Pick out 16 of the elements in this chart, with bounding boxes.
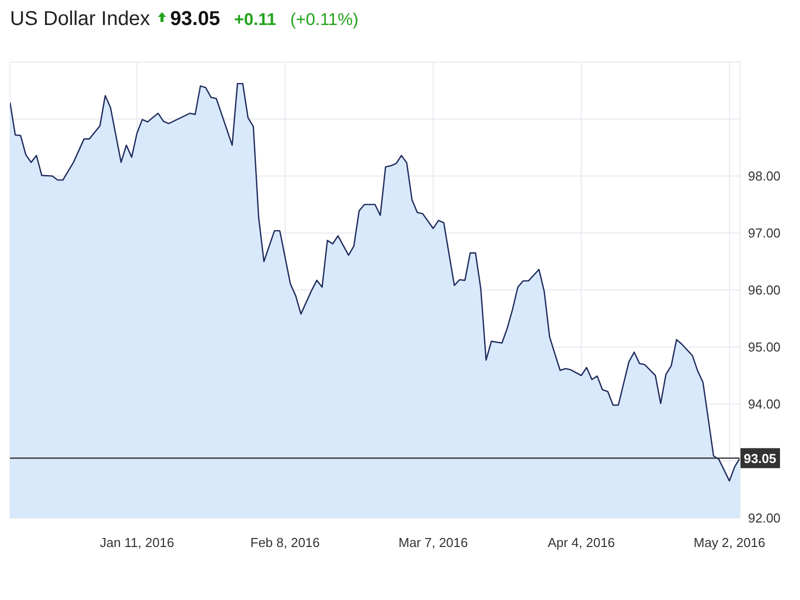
y-tick-label: 92.00 — [748, 510, 781, 526]
ref-line-label: 93.05 — [744, 451, 776, 466]
text: +0.11 — [234, 10, 276, 30]
x-tick-label: Jan 11, 2016 — [100, 535, 174, 550]
y-tick-label: 96.00 — [748, 282, 781, 298]
x-tick-label: May 2, 2016 — [694, 535, 766, 550]
x-tick-label: Feb 8, 2016 — [250, 535, 320, 550]
chart-title: US Dollar Index — [10, 8, 150, 31]
y-tick-label: 95.00 — [748, 340, 781, 355]
y-tick-label: 94.00 — [748, 396, 781, 412]
text: 93.05 — [170, 8, 220, 31]
y-tick-label: 98.00 — [748, 168, 781, 184]
text: (+0.11%) — [290, 10, 358, 30]
x-tick-label: Apr 4, 2016 — [548, 535, 615, 550]
y-tick-label: 97.00 — [748, 226, 781, 241]
x-tick-label: Mar 7, 2016 — [398, 535, 468, 550]
